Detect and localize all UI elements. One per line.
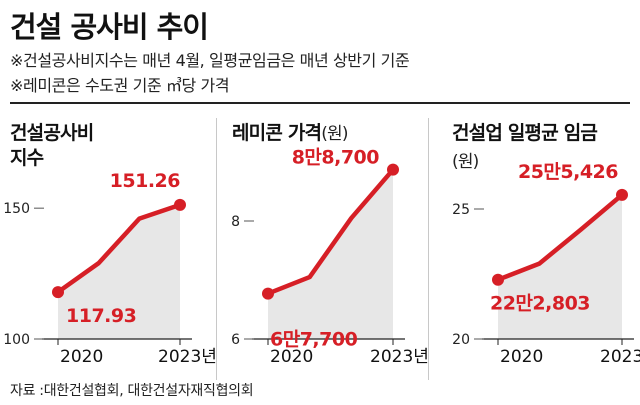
series-line xyxy=(55,202,183,295)
y-tick-label: 150 xyxy=(3,201,30,217)
y-tick-label: 20 xyxy=(452,332,470,348)
data-label-end: 151.26 xyxy=(110,170,181,192)
chart-panel-3: 건설업 일평균 임금(원)202520202023년22만2,80325만5,4… xyxy=(452,122,640,367)
x-tick-label-end: 2023년 xyxy=(600,347,640,367)
charts-svg: 건설공사비지수 100 150 2020 2023년 117.93 151.26 레미콘 가격… xyxy=(3,122,640,367)
chart-unit: (원) xyxy=(452,152,479,172)
y-tick-label: 8 xyxy=(231,214,240,230)
data-label-start: 6만7,700 xyxy=(270,329,358,351)
header-divider xyxy=(10,102,630,104)
x-tick-label-start: 2020 xyxy=(270,347,313,367)
area-fill xyxy=(58,204,180,339)
data-label-end: 8만8,700 xyxy=(292,147,380,169)
data-point-start xyxy=(492,273,504,286)
series-line xyxy=(265,167,396,296)
chart-title: 레미콘 가격(원) xyxy=(232,122,348,144)
data-label-end: 25만5,426 xyxy=(518,161,618,183)
page-title: 건설 공사비 추이 xyxy=(10,10,209,44)
series-line xyxy=(495,192,625,282)
area-fill xyxy=(498,194,622,339)
data-label-start: 22만2,803 xyxy=(490,293,590,315)
area-fill xyxy=(268,169,393,339)
note-index-basis: ※건설공사비지수는 매년 4월, 일평균임금은 매년 상반기 기준 xyxy=(10,51,410,70)
chart-title: 건설공사비 xyxy=(10,122,93,144)
y-tick-label: 25 xyxy=(452,202,470,218)
data-point-end xyxy=(616,188,628,201)
x-tick-label-end: 2023년 xyxy=(370,347,429,367)
x-tick-label-start: 2020 xyxy=(60,347,103,367)
data-point-end xyxy=(174,198,186,211)
panel-divider-1 xyxy=(216,118,217,380)
source-note: 자료 :대한건설협회, 대한건설자재직협의회 xyxy=(10,383,254,399)
data-point-end xyxy=(387,163,399,176)
panel-divider-2 xyxy=(428,118,429,380)
chart-unit: (원) xyxy=(321,124,348,144)
chart-title-line2: 지수 xyxy=(10,147,44,169)
y-tick-label: 6 xyxy=(231,332,240,348)
data-label-start: 117.93 xyxy=(66,305,136,327)
data-point-start xyxy=(262,287,274,300)
chart-panel-2: 레미콘 가격(원) 6 8 2020 2023년 6만7,700 8만8,700 xyxy=(231,122,429,367)
note-remicon-basis: ※레미콘은 수도권 기준 ㎥당 가격 xyxy=(10,76,230,95)
x-tick-label-end: 2023년 xyxy=(158,347,217,367)
y-tick-label: 100 xyxy=(3,332,30,348)
data-point-start xyxy=(52,286,64,299)
x-tick-label-start: 2020 xyxy=(500,347,543,367)
chart-panel-1: 건설공사비지수 100 150 2020 2023년 117.93 151.26 xyxy=(3,122,217,367)
